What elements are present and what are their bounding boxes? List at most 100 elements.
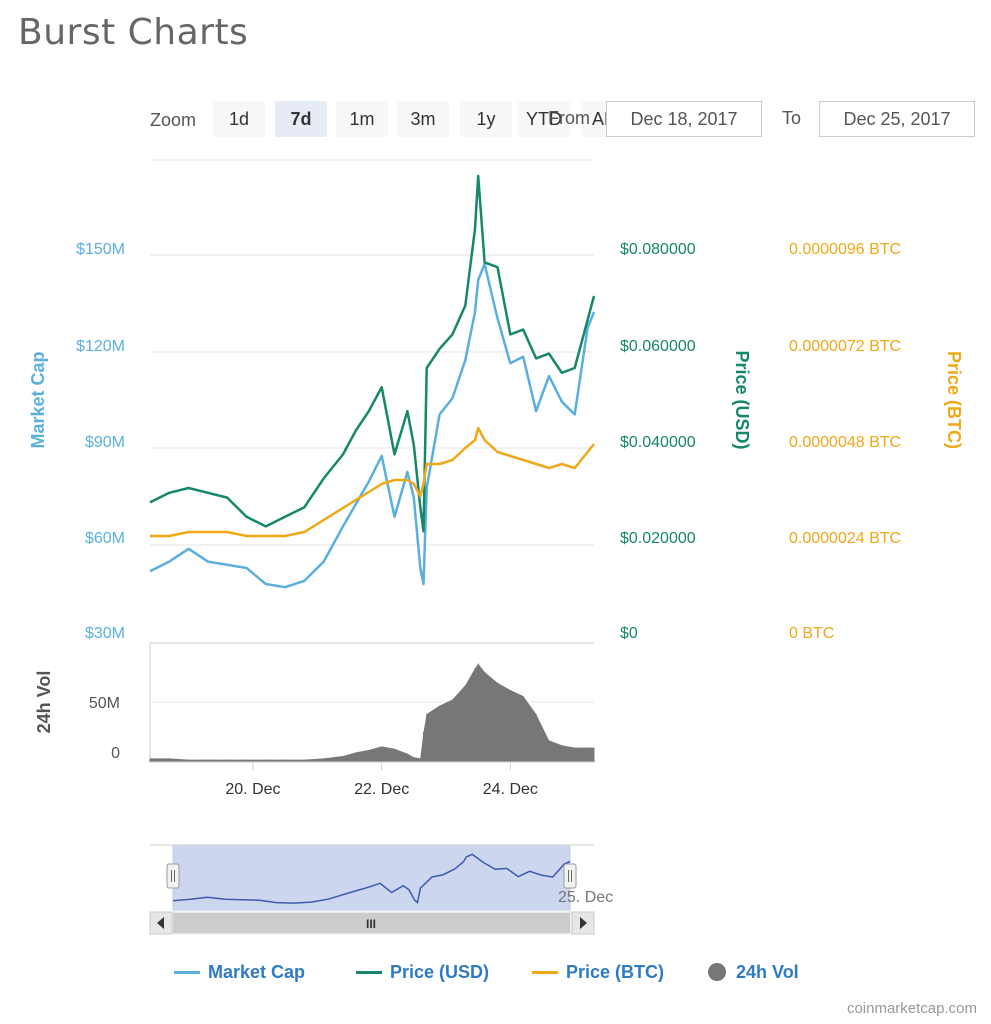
legend-label: Price (BTC) bbox=[566, 961, 665, 982]
market-cap-axis-title: Market Cap bbox=[28, 351, 48, 448]
market-cap-tick: $90M bbox=[85, 434, 125, 451]
series-line-price-usd- bbox=[149, 174, 596, 533]
volume-bar bbox=[509, 690, 511, 762]
volume-bar bbox=[587, 747, 589, 762]
legend-line-icon bbox=[174, 970, 200, 974]
series-line-market-cap bbox=[149, 262, 596, 589]
navigator-left-handle[interactable] bbox=[166, 863, 180, 889]
zoom-button-1d[interactable]: 1d bbox=[213, 101, 265, 137]
volume-bar bbox=[355, 752, 357, 762]
price-usd-axis-title: Price (USD) bbox=[732, 350, 752, 449]
volume-bar bbox=[484, 672, 486, 762]
volume-bar bbox=[451, 699, 453, 762]
chart-area: $30M $60M $90M $120M $150M $0 $0.020000 $0.0400… bbox=[28, 159, 964, 935]
chevron-right-icon bbox=[580, 917, 587, 929]
legend-label: Market Cap bbox=[208, 961, 306, 982]
zoom-label: Zoom bbox=[150, 110, 197, 130]
volume-bar bbox=[303, 759, 305, 762]
x-axis: 20. Dec 22. Dec 24. Dec bbox=[225, 762, 538, 798]
volume-bar bbox=[394, 748, 396, 762]
market-cap-tick: $30M bbox=[85, 625, 125, 642]
navigator-right-handle[interactable] bbox=[563, 863, 577, 889]
volume-bar bbox=[284, 759, 286, 762]
from-date-input[interactable] bbox=[606, 101, 762, 137]
volume-bar bbox=[593, 747, 595, 762]
zoom-button-7d[interactable]: 7d bbox=[275, 101, 327, 137]
volume-bar bbox=[323, 758, 325, 762]
legend-line-icon bbox=[356, 970, 382, 974]
scrollbar-thumb[interactable] bbox=[173, 913, 570, 933]
volume-tick: 0 bbox=[111, 745, 120, 762]
zoom-button-ytd[interactable]: YTD bbox=[518, 101, 570, 137]
volume-bar bbox=[439, 705, 441, 762]
price-usd-tick: $0.020000 bbox=[620, 530, 696, 547]
market-cap-tick: $120M bbox=[76, 338, 125, 355]
price-btc-tick: 0.0000096 BTC bbox=[789, 241, 901, 258]
volume-tick: 50M bbox=[89, 695, 120, 712]
volume-bar bbox=[548, 740, 550, 762]
price-btc-tick: 0 BTC bbox=[789, 625, 834, 642]
scrollbar-grip: III bbox=[366, 917, 376, 931]
volume-bar bbox=[561, 745, 563, 762]
volume-bar bbox=[406, 753, 408, 762]
price-btc-axis-title: Price (BTC) bbox=[944, 351, 964, 449]
grid-lines bbox=[150, 159, 594, 546]
volume-bar bbox=[422, 732, 424, 762]
legend-dot-icon bbox=[708, 963, 726, 981]
zoom-button-1y[interactable]: 1y bbox=[460, 101, 512, 137]
volume-bar bbox=[246, 759, 248, 762]
x-tick-label: 22. Dec bbox=[354, 781, 409, 798]
volume-bar bbox=[226, 759, 228, 762]
volume-bar bbox=[188, 759, 190, 762]
price-usd-tick: $0.080000 bbox=[620, 241, 696, 258]
volume-bar bbox=[522, 696, 524, 762]
zoom-button-1m[interactable]: 1m bbox=[336, 101, 388, 137]
price-usd-tick: $0.060000 bbox=[620, 338, 696, 355]
price-btc-tick: 0.0000024 BTC bbox=[789, 530, 901, 547]
navigator: 25. Dec III bbox=[149, 844, 613, 935]
legend-label: Price (USD) bbox=[390, 961, 490, 982]
volume-bar bbox=[207, 759, 209, 762]
volume-bar bbox=[477, 663, 479, 762]
volume-bar bbox=[464, 685, 466, 762]
to-label: To bbox=[782, 108, 802, 128]
price-btc-tick: 0.0000072 BTC bbox=[789, 338, 901, 355]
volume-bar bbox=[474, 668, 476, 762]
navigator-series-line bbox=[172, 853, 571, 905]
volume-bar bbox=[426, 714, 428, 762]
market-cap-tick: $150M bbox=[76, 241, 125, 258]
series-lines bbox=[149, 174, 596, 589]
chevron-left-icon bbox=[157, 917, 164, 929]
volume-axis-title: 24h Vol bbox=[34, 671, 54, 734]
price-btc-tick: 0.0000048 BTC bbox=[789, 434, 901, 451]
volume-bar bbox=[149, 758, 151, 762]
volume-bar bbox=[413, 757, 415, 762]
volume-bar bbox=[168, 758, 170, 762]
legend-item-market-cap[interactable]: Market Cap bbox=[174, 958, 305, 986]
legend-item-price-btc[interactable]: Price (BTC) bbox=[532, 958, 664, 986]
x-tick-label: 24. Dec bbox=[483, 781, 538, 798]
price-usd-tick: $0.040000 bbox=[620, 434, 696, 451]
legend-item-24h-vol[interactable]: 24h Vol bbox=[708, 958, 799, 986]
volume-bar bbox=[419, 758, 421, 762]
price-usd-tick: $0 bbox=[620, 625, 638, 642]
axis-labels: $30M $60M $90M $120M $150M $0 $0.020000 $0.0400… bbox=[28, 241, 964, 642]
credit-link[interactable]: coinmarketcap.com bbox=[846, 1000, 977, 1017]
volume-area bbox=[150, 663, 594, 762]
page-title: Burst Charts bbox=[18, 12, 249, 53]
volume-bar bbox=[265, 759, 267, 762]
volume-bar bbox=[368, 750, 370, 762]
volume-bar bbox=[342, 756, 344, 762]
x-tick-label: 20. Dec bbox=[225, 781, 280, 798]
from-label: From bbox=[548, 108, 590, 128]
legend-label: 24h Vol bbox=[736, 961, 799, 982]
volume-bar bbox=[574, 747, 576, 762]
volume-bar bbox=[496, 682, 498, 762]
navigator-date-label: 25. Dec bbox=[558, 889, 613, 906]
zoom-button-3m[interactable]: 3m bbox=[397, 101, 449, 137]
legend-item-price-usd[interactable]: Price (USD) bbox=[356, 958, 489, 986]
legend-line-icon bbox=[532, 970, 558, 974]
to-date-input[interactable] bbox=[819, 101, 975, 137]
volume-bars: 0 50M 24h Vol bbox=[34, 642, 595, 763]
volume-bar bbox=[535, 714, 537, 762]
